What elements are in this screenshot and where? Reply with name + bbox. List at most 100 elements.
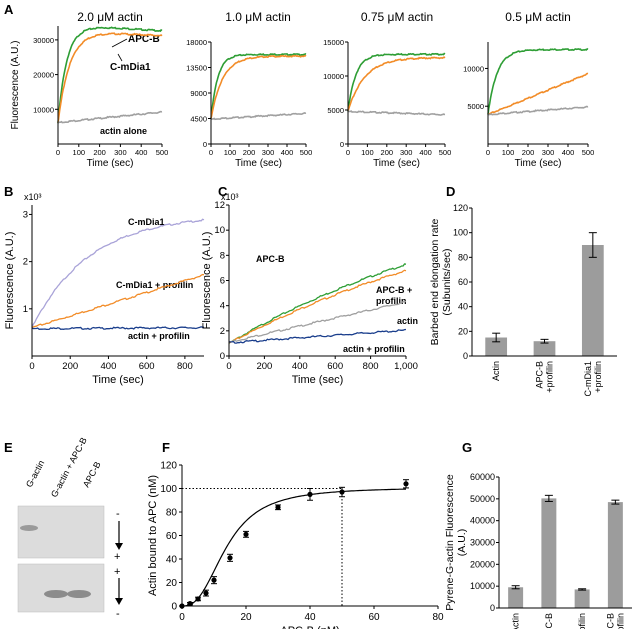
gel-band-g-actin	[20, 525, 38, 531]
x-axis-title-b: Time (sec)	[92, 374, 144, 386]
x-tick-label-a: 400	[135, 148, 148, 157]
gel-top-arrow-icon	[115, 543, 123, 550]
series-line-c-apc-b-profilin	[228, 269, 407, 344]
x-tick-label-a: 100	[73, 148, 86, 157]
series-line-a-actin-alone	[57, 110, 163, 124]
y-tick-label-d: 0	[463, 351, 468, 361]
gel-bottom-arrow-icon	[115, 598, 123, 605]
x-tick-label-a2: 100	[224, 148, 237, 157]
y-axis-title-c: Fluorescence (A.U.)	[201, 232, 213, 330]
data-point-f	[307, 491, 313, 497]
series-line-c-actin	[228, 300, 407, 343]
series-line-a2-actin-alone	[210, 112, 307, 121]
y-tick-label-a: 30000	[33, 36, 54, 45]
x-axis-title-a4: Time (sec)	[515, 158, 562, 169]
data-point-f	[275, 504, 281, 510]
data-point-f	[211, 577, 217, 583]
y-tick-label-b: 1	[23, 304, 28, 315]
x-axis-title-f: APC-B (nM)	[280, 625, 339, 629]
x-tick-label-b: 400	[101, 361, 117, 372]
data-point-f	[403, 481, 409, 487]
bar-g-profilin	[574, 589, 590, 608]
x-tick-label-f: 0	[179, 612, 185, 623]
fit-curve-f	[182, 488, 406, 607]
annotation-c-apcb-profilin-1: APC-B +	[376, 285, 412, 295]
annotation-a-apcb: APC-B	[128, 34, 160, 45]
series-line-a2-c-mdia1	[210, 54, 307, 119]
bar-g-apc-b	[541, 498, 557, 608]
x-tick-label-b: 0	[29, 361, 34, 372]
x-tick-label-a3: 0	[346, 148, 350, 157]
y-tick-label-f: 20	[166, 578, 178, 589]
y-tick-label-a4: 10000	[463, 64, 484, 73]
panel-label-e: E	[4, 440, 13, 455]
y-tick-label-g: 10000	[470, 581, 495, 591]
annotation-c-actin-profilin: actin + profilin	[343, 344, 405, 354]
series-line-b-c-mdia1	[31, 218, 205, 328]
gel-top-polarity-start: -	[116, 508, 120, 520]
x-tick-label-a: 300	[114, 148, 127, 157]
y-axis-title-a: Fluorescence (A.U.)	[10, 41, 21, 130]
x-tick-label-b: 600	[139, 361, 155, 372]
chart-title-a2: 1.0 μM actin	[225, 10, 291, 24]
x-tick-label-c: 200	[256, 361, 272, 372]
y-tick-label-a2: 4500	[190, 115, 207, 124]
x-tick-label-f: 60	[368, 612, 380, 623]
bar-d-actin	[485, 337, 508, 356]
y-tick-label-a3: 10000	[323, 72, 344, 81]
x-tick-label-c: 1,000	[394, 361, 418, 372]
annotation-c-apcb: APC-B	[256, 254, 285, 264]
y-tick-label-c: 4	[220, 301, 225, 312]
data-point-f	[195, 596, 201, 602]
y-multiplier-c: x10³	[221, 192, 239, 202]
y-tick-label-a2: 18000	[186, 38, 207, 47]
x-tick-label-a3: 200	[381, 148, 394, 157]
gel-lane-label-apcb: APC-B	[81, 460, 103, 489]
y-tick-label-a: 10000	[33, 105, 54, 114]
y-axis-title-d: Barbed end elongation rate(Subunits/sec)	[429, 219, 453, 346]
x-tick-label-a4: 400	[562, 148, 575, 157]
y-tick-label-a3: 0	[340, 140, 344, 149]
y-axis-title-g: Pyrene-G-actin Fluorescence(A.U.)	[444, 474, 468, 611]
annotation-b-actin-profilin: actin + profilin	[128, 331, 190, 341]
series-line-a-apc-b	[57, 26, 163, 124]
panel-label-d: D	[446, 184, 455, 199]
x-axis-title-a3: Time (sec)	[373, 158, 420, 169]
y-tick-label-c: 0	[220, 351, 225, 362]
series-line-c-actin-profilin	[228, 328, 407, 344]
annotation-b-cmdia1: C-mDia1	[128, 217, 165, 227]
y-tick-label-d: 100	[453, 228, 468, 238]
gel-lane-label-g-actin-apcb: G-actin + APC-B	[49, 436, 89, 499]
chart-title-a: 2.0 μM actin	[77, 10, 143, 24]
y-tick-label-a2: 0	[203, 140, 207, 149]
x-tick-label-g-profilin: profilin	[577, 613, 587, 629]
data-point-f	[227, 555, 233, 561]
x-tick-label-a: 200	[93, 148, 106, 157]
series-line-a3-apc-b	[347, 52, 446, 112]
y-tick-label-g: 60000	[470, 472, 495, 482]
x-tick-label-a4: 200	[522, 148, 535, 157]
y-tick-label-c: 6	[220, 276, 225, 287]
y-tick-label-g: 0	[490, 603, 495, 613]
x-tick-label-g-apc-b: APC-B	[544, 613, 554, 629]
x-tick-label-a2: 200	[243, 148, 256, 157]
x-tick-label-f: 40	[304, 612, 316, 623]
y-tick-label-c: 10	[214, 225, 225, 236]
chart-title-a3: 0.75 μM actin	[361, 10, 433, 24]
y-tick-label-f: 100	[160, 484, 177, 495]
annotation-a-actin-alone: actin alone	[100, 126, 147, 136]
x-tick-label-c: 400	[292, 361, 308, 372]
gel-bottom-polarity-end: -	[116, 608, 120, 620]
y-tick-label-d: 40	[458, 302, 468, 312]
x-tick-label-a4: 300	[542, 148, 555, 157]
y-tick-label-b: 2	[23, 257, 28, 268]
y-multiplier-b: x10³	[24, 192, 42, 202]
x-tick-label-a2: 500	[300, 148, 313, 157]
bar-d-c-mdia1-profilin	[581, 245, 604, 356]
y-axis-title-b: Fluorescence (A.U.)	[4, 232, 16, 330]
data-point-f	[187, 601, 193, 607]
series-line-a4-apc-b	[487, 47, 589, 115]
chart-title-a4: 0.5 μM actin	[505, 10, 571, 24]
x-tick-label-a4: 0	[486, 148, 490, 157]
